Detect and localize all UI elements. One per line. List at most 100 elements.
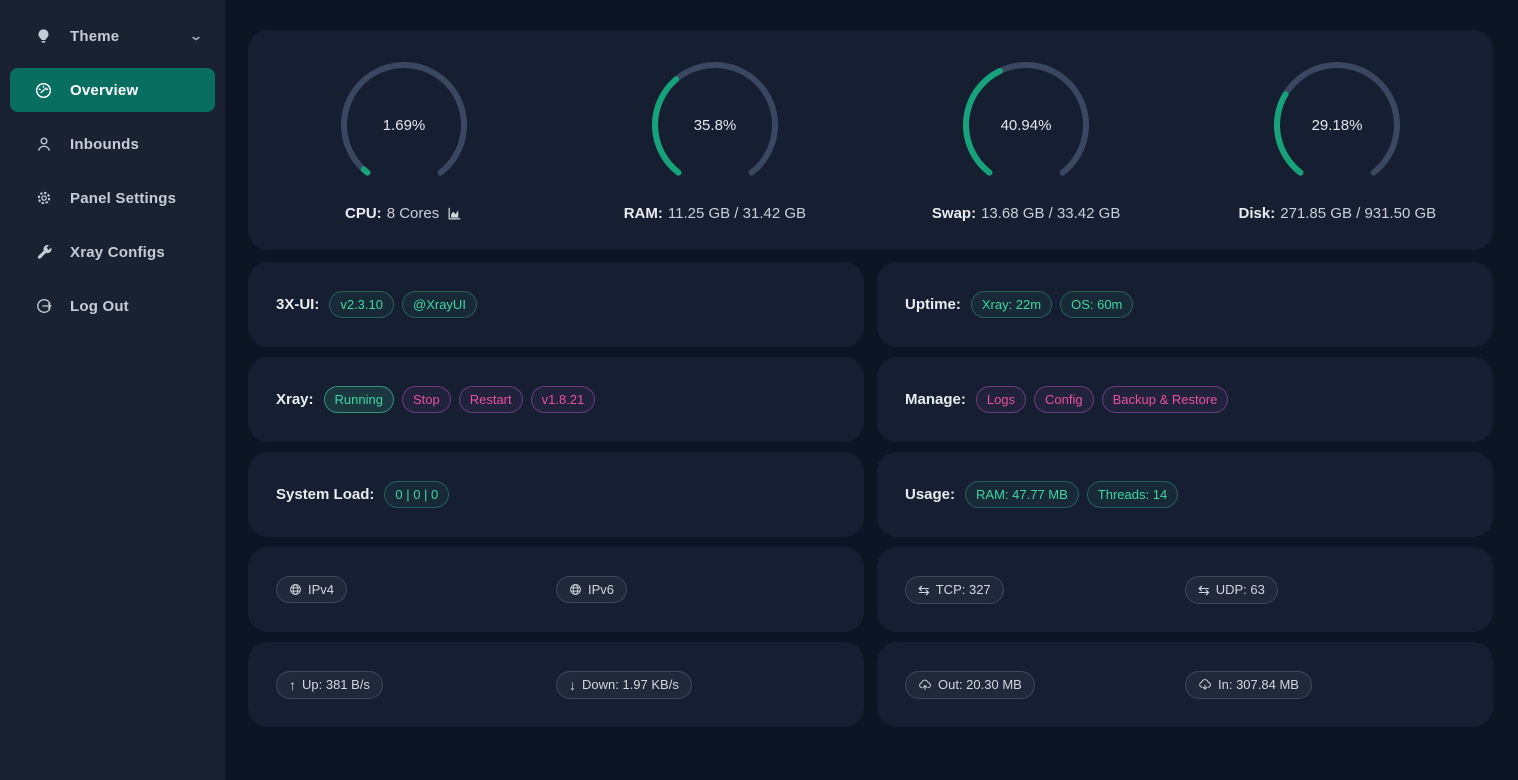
- bulb-icon: [34, 27, 53, 46]
- tag-label: UDP: 63: [1215, 582, 1265, 597]
- traffic-card: Out: 20.30 MB In: 307.84 MB: [877, 642, 1493, 727]
- system-stats-card: 1.69% CPU: 8 Cores 35.8% RAM: 11.25 GB / 31.4…: [248, 30, 1493, 250]
- connections-card: ⇆ TCP: 327 ⇆ UDP: 63: [877, 547, 1493, 632]
- manage-card: Manage: Logs Config Backup & Restore: [877, 357, 1493, 442]
- traffic-out-tag: Out: 20.30 MB: [905, 670, 1035, 699]
- tag-label: Down: 1.97 KB/s: [582, 677, 679, 692]
- tag-label: 0 | 0 | 0: [395, 487, 439, 502]
- cpu-gauge-ring: 1.69%: [340, 62, 467, 176]
- card-label: Xray:: [276, 391, 314, 408]
- globe-icon: [289, 583, 302, 596]
- sidebar-item-overview[interactable]: Overview: [10, 68, 215, 112]
- telegram-channel-tag[interactable]: @XrayUI: [402, 291, 477, 318]
- cpu-label: CPU: 8 Cores: [345, 205, 462, 222]
- tag-label: Up: 381 B/s: [302, 677, 370, 692]
- tag-label: RAM: 47.77 MB: [976, 487, 1068, 502]
- disk-percent: 29.18%: [1312, 117, 1363, 134]
- xray-version-tag[interactable]: v1.8.21: [530, 386, 596, 413]
- cpu-label-value: 8 Cores: [386, 205, 440, 222]
- info-row: 3X-UI: v2.3.10 @XrayUI Uptime: Xray: 22m OS: …: [248, 262, 1493, 347]
- download-speed-tag: ↓ Down: 1.97 KB/s: [556, 670, 692, 699]
- cloud-download-icon: [1198, 678, 1212, 692]
- logs-button[interactable]: Logs: [975, 386, 1027, 413]
- sidebar-item-xray-configs[interactable]: Xray Configs: [10, 230, 215, 274]
- panel-version-tag[interactable]: v2.3.10: [329, 291, 394, 318]
- tag-label: v2.3.10: [340, 297, 383, 312]
- tcp-count-tag: ⇆ TCP: 327: [905, 575, 1004, 604]
- swap-label-value: 13.68 GB / 33.42 GB: [981, 205, 1121, 222]
- card-label: System Load:: [276, 486, 375, 503]
- traffic-in-tag: In: 307.84 MB: [1185, 670, 1312, 699]
- info-row: IPv4 IPv6 ⇆ TCP: 327 ⇆ UDP: 63: [248, 547, 1493, 632]
- sidebar-item-inbounds[interactable]: Inbounds: [10, 122, 215, 166]
- sidebar-item-label: Theme: [70, 27, 120, 45]
- cpu-graph-icon[interactable]: [447, 206, 462, 221]
- ipv6-tag[interactable]: IPv6: [556, 576, 628, 603]
- swap-icon: ⇆: [918, 581, 930, 598]
- speed-card: ↑ Up: 381 B/s ↓ Down: 1.97 KB/s: [248, 642, 864, 727]
- sidebar-item-panel-settings[interactable]: Panel Settings: [10, 176, 215, 220]
- info-row: System Load: 0 | 0 | 0 Usage: RAM: 47.77 MB…: [248, 452, 1493, 537]
- uptime-card: Uptime: Xray: 22m OS: 60m: [877, 262, 1493, 347]
- tag-label: @XrayUI: [413, 297, 466, 312]
- tag-label: Xray: 22m: [981, 297, 1042, 312]
- ram-label-title: RAM:: [623, 205, 663, 222]
- ram-percent: 35.8%: [694, 117, 737, 134]
- tag-label: In: 307.84 MB: [1218, 677, 1299, 692]
- gear-icon: [34, 189, 53, 208]
- chevron-down-icon: ⌄: [188, 29, 204, 43]
- ipv4-tag[interactable]: IPv4: [276, 576, 348, 603]
- swap-label: Swap: 13.68 GB / 33.42 GB: [932, 205, 1120, 222]
- cpu-gauge: 1.69% CPU: 8 Cores: [248, 58, 559, 222]
- swap-gauge-ring: 40.94%: [963, 62, 1090, 176]
- sidebar-item-label: Log Out: [70, 297, 129, 315]
- ip-card: IPv4 IPv6: [248, 547, 864, 632]
- sidebar-item-label: Panel Settings: [70, 189, 177, 207]
- xray-restart-button[interactable]: Restart: [458, 386, 523, 413]
- tag-label: Threads: 14: [1097, 487, 1168, 502]
- disk-gauge-ring: 29.18%: [1274, 62, 1401, 176]
- system-load-tag: 0 | 0 | 0: [384, 481, 450, 508]
- card-label: Manage:: [905, 391, 966, 408]
- xray-status-tag: Running: [323, 386, 394, 413]
- cpu-label-title: CPU:: [345, 205, 382, 222]
- user-icon: [34, 135, 53, 154]
- sidebar: Theme ⌄ Overview Inbounds Panel Settings Xray…: [0, 0, 225, 780]
- sidebar-item-label: Inbounds: [70, 135, 140, 153]
- xray-control-card: Xray: Running Stop Restart v1.8.21: [248, 357, 864, 442]
- info-rows: 3X-UI: v2.3.10 @XrayUI Uptime: Xray: 22m OS: …: [248, 262, 1493, 727]
- cpu-percent: 1.69%: [382, 117, 425, 134]
- tag-label: Out: 20.30 MB: [938, 677, 1022, 692]
- card-label: 3X-UI:: [276, 296, 320, 313]
- tag-label: Backup & Restore: [1112, 392, 1218, 407]
- tag-label: IPv4: [308, 582, 335, 597]
- sidebar-item-theme[interactable]: Theme ⌄: [10, 14, 215, 58]
- ram-usage-tag: RAM: 47.77 MB: [965, 481, 1079, 508]
- disk-label: Disk: 271.85 GB / 931.50 GB: [1239, 205, 1437, 222]
- tag-label: Restart: [469, 392, 512, 407]
- dashboard-icon: [34, 81, 53, 100]
- info-row: ↑ Up: 381 B/s ↓ Down: 1.97 KB/s Out: 20.30 M…: [248, 642, 1493, 727]
- sidebar-item-label: Overview: [70, 81, 139, 99]
- sidebar-item-log-out[interactable]: Log Out: [10, 284, 215, 328]
- globe-icon: [569, 583, 582, 596]
- ram-gauge-ring: 35.8%: [651, 62, 778, 176]
- disk-label-title: Disk:: [1238, 205, 1276, 222]
- xray-stop-button[interactable]: Stop: [401, 386, 451, 413]
- wrench-icon: [34, 243, 53, 262]
- backup-restore-button[interactable]: Backup & Restore: [1101, 386, 1229, 413]
- swap-percent: 40.94%: [1001, 117, 1052, 134]
- sidebar-item-label: Xray Configs: [70, 243, 165, 261]
- tag-label: Running: [334, 392, 383, 407]
- info-row: Xray: Running Stop Restart v1.8.21 Manage: Log…: [248, 357, 1493, 442]
- tag-label: IPv6: [588, 582, 615, 597]
- ram-gauge: 35.8% RAM: 11.25 GB / 31.42 GB: [559, 58, 870, 222]
- disk-label-value: 271.85 GB / 931.50 GB: [1280, 205, 1437, 222]
- card-label: Usage:: [905, 486, 956, 503]
- logout-icon: [34, 297, 53, 316]
- main-content: 1.69% CPU: 8 Cores 35.8% RAM: 11.25 GB / 31.4…: [225, 0, 1518, 780]
- config-button[interactable]: Config: [1034, 386, 1094, 413]
- ram-label: RAM: 11.25 GB / 31.42 GB: [624, 205, 806, 222]
- disk-gauge: 29.18% Disk: 271.85 GB / 931.50 GB: [1182, 58, 1493, 222]
